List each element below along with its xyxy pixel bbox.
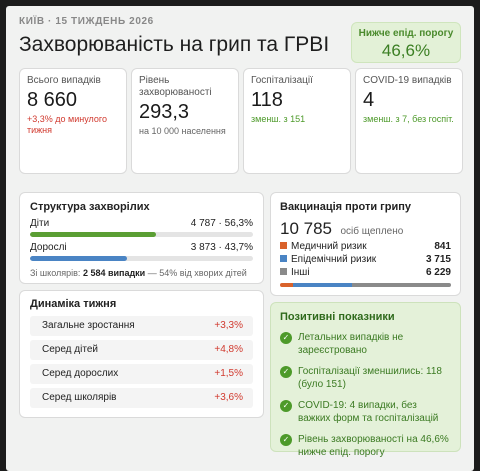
vaccination-row-epidemic: Епідемічний ризик 3 715 <box>280 254 451 265</box>
vaccination-row-value: 6 229 <box>425 267 451 278</box>
positive-item-text: Летальних випадків не зареєстровано <box>298 332 404 356</box>
children-share-bar <box>30 232 253 237</box>
dynamics-row-value: +3,3% <box>214 320 243 331</box>
dynamics-row-label: Серед дорослих <box>42 368 119 379</box>
dynamics-row-value: +4,8% <box>214 344 243 355</box>
stat-value: 293,3 <box>139 101 190 123</box>
vaccination-stacked-bar <box>280 283 451 287</box>
structure-row-label: Дорослі <box>30 242 67 253</box>
schoolchildren-note: Зі школярів: 2 584 випадки — 54% від хво… <box>30 268 253 278</box>
stat-label: COVID-19 випадків <box>363 75 452 86</box>
stat-card-hospitalizations: Госпіталізації 118 зменш. з 151 <box>243 68 351 174</box>
dynamics-row-label: Серед школярів <box>42 392 117 403</box>
vaccination-bar-segment <box>293 283 353 287</box>
schoolchildren-count: 2 584 випадки <box>82 268 146 278</box>
section-title: Позитивні показники <box>280 311 395 323</box>
stat-value: 4 <box>363 89 375 111</box>
dynamics-row-value: +1,5% <box>214 368 243 379</box>
check-circle-icon: ✓ <box>280 434 292 446</box>
vaccination-card: Вакцинація проти грипу 10 785 осіб щепле… <box>270 192 461 296</box>
vaccination-row-label: Медичний ризик <box>291 241 367 252</box>
location-week-label: КИЇВ · 15 ТИЖДЕНЬ 2026 <box>19 16 154 27</box>
positive-item: ✓ Рівень захворюваності на 46,6% нижче еп… <box>280 433 451 459</box>
legend-swatch <box>280 242 287 249</box>
positive-item-text: COVID-19: 4 випадки, без важких форм та … <box>298 400 439 424</box>
threshold-badge: Нижче епід. порогу 46,6% <box>351 22 461 63</box>
structure-row-children: Діти 4 787 · 56,3% <box>30 218 253 229</box>
stat-label: Рівень захворюваності <box>139 75 212 98</box>
positive-item: ✓ Летальних випадків не зареєстровано <box>280 331 451 357</box>
positive-item: ✓ Госпіталізації зменшились: 118 (було 15… <box>280 365 451 391</box>
legend-swatch <box>280 255 287 262</box>
positive-indicators-card: Позитивні показники ✓ Летальних випадків … <box>270 302 461 458</box>
positive-item-text: Рівень захворюваності на 46,6% нижче епі… <box>298 434 449 458</box>
stat-note: +3,3% до минулого тижня <box>27 114 107 135</box>
dynamics-row-value: +3,6% <box>214 392 243 403</box>
stat-label: Всього випадків <box>27 75 101 86</box>
section-title: Динаміка тижня <box>30 298 117 310</box>
dynamics-row: Серед дітей +4,8% <box>30 340 253 360</box>
dynamics-row-label: Загальне зростання <box>42 320 135 331</box>
stat-note: на 10 000 населення <box>139 126 226 136</box>
patient-structure-card: Структура захворілих Діти 4 787 · 56,3% … <box>19 192 264 284</box>
structure-row-value: 4 787 · 56,3% <box>190 218 253 229</box>
dashboard-page: КИЇВ · 15 ТИЖДЕНЬ 2026 Захворюваність на… <box>6 6 474 471</box>
vaccination-unit: осіб щеплено <box>340 226 404 237</box>
stat-value: 118 <box>251 89 283 111</box>
dynamics-row: Серед школярів +3,6% <box>30 388 253 408</box>
schoolchildren-note-prefix: Зі школярів: <box>30 268 81 278</box>
structure-row-value: 3 873 · 43,7% <box>190 242 253 253</box>
check-circle-icon: ✓ <box>280 400 292 412</box>
stat-card-covid-cases: COVID-19 випадків 4 зменш. з 7, без госп… <box>355 68 463 174</box>
section-title: Вакцинація проти грипу <box>280 201 411 213</box>
structure-row-adults: Дорослі 3 873 · 43,7% <box>30 242 253 253</box>
vaccination-row-label: Епідемічний ризик <box>291 254 377 265</box>
vaccination-value: 10 785 <box>280 219 332 238</box>
stat-note: зменш. з 151 <box>251 114 306 124</box>
vaccination-row-medical: Медичний ризик 841 <box>280 241 451 252</box>
vaccination-row-other: Інші 6 229 <box>280 267 451 278</box>
dynamics-row: Загальне зростання +3,3% <box>30 316 253 336</box>
check-circle-icon: ✓ <box>280 332 292 344</box>
vaccination-total: 10 785 осіб щеплено <box>280 219 451 239</box>
check-circle-icon: ✓ <box>280 366 292 378</box>
vaccination-row-value: 3 715 <box>425 254 451 265</box>
stat-value: 8 660 <box>27 89 78 111</box>
stat-card-incidence-rate: Рівень захворюваності 293,3 на 10 000 на… <box>131 68 239 174</box>
section-title: Структура захворілих <box>30 201 150 213</box>
dynamics-row: Серед дорослих +1,5% <box>30 364 253 384</box>
schoolchildren-note-suffix: — 54% від хворих дітей <box>147 268 247 278</box>
vaccination-bar-segment <box>352 283 451 287</box>
weekly-dynamics-card: Динаміка тижня Загальне зростання +3,3% С… <box>19 290 264 418</box>
positive-item-text: Госпіталізації зменшились: 118 (було 151… <box>298 366 442 390</box>
vaccination-row-label: Інші <box>291 267 310 278</box>
children-share-fill <box>30 232 156 237</box>
page-header: КИЇВ · 15 ТИЖДЕНЬ 2026 Захворюваність на… <box>19 16 461 72</box>
stat-note: зменш. з 7, без госпіт. <box>363 114 454 124</box>
page-title: Захворюваність на грип та ГРВІ <box>19 33 330 56</box>
vaccination-bar-segment <box>280 283 294 287</box>
dynamics-row-label: Серед дітей <box>42 344 98 355</box>
positive-item: ✓ COVID-19: 4 випадки, без важких форм та… <box>280 399 451 425</box>
stat-label: Госпіталізації <box>251 75 313 86</box>
vaccination-row-value: 841 <box>434 241 451 252</box>
threshold-badge-value: 46,6% <box>381 41 431 60</box>
structure-row-label: Діти <box>30 218 50 229</box>
adults-share-fill <box>30 256 128 261</box>
stat-card-total-cases: Всього випадків 8 660 +3,3% до минулого … <box>19 68 127 174</box>
threshold-badge-label: Нижче епід. порогу <box>358 28 454 39</box>
adults-share-bar <box>30 256 253 261</box>
legend-swatch <box>280 268 287 275</box>
